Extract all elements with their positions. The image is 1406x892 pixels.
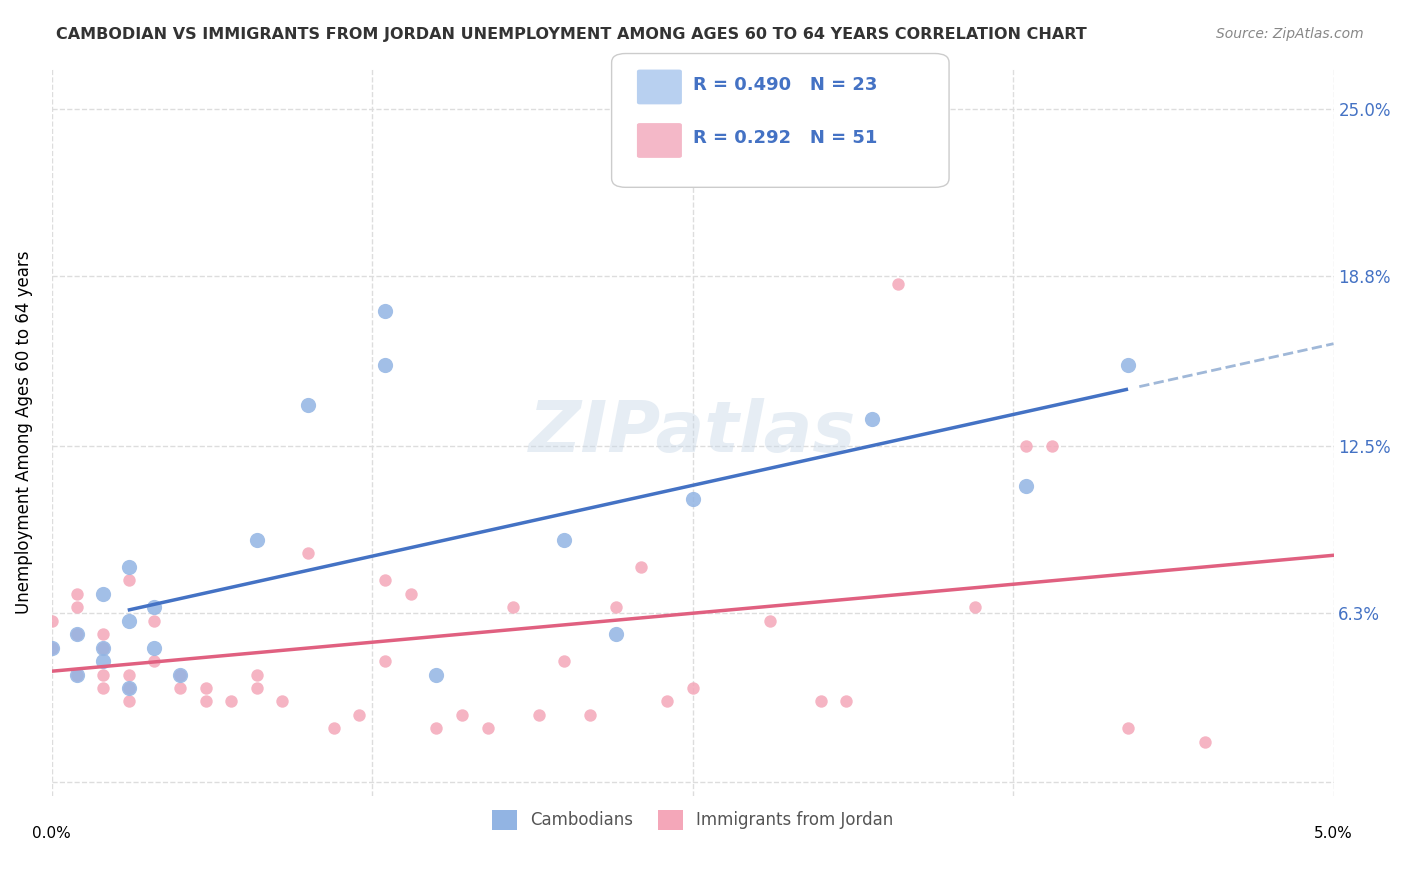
- Point: [91, 667, 114, 681]
- Point: [349, 708, 371, 723]
- Point: [169, 667, 191, 681]
- Point: [860, 411, 883, 425]
- Point: [605, 600, 627, 615]
- Point: [118, 681, 141, 695]
- Point: [425, 722, 447, 736]
- Point: [297, 398, 319, 412]
- Text: R = 0.292   N = 51: R = 0.292 N = 51: [693, 129, 877, 147]
- Point: [451, 708, 474, 723]
- Text: CAMBODIAN VS IMMIGRANTS FROM JORDAN UNEMPLOYMENT AMONG AGES 60 TO 64 YEARS CORRE: CAMBODIAN VS IMMIGRANTS FROM JORDAN UNEM…: [56, 27, 1087, 42]
- Point: [553, 533, 575, 547]
- Legend: Cambodians, Immigrants from Jordan: Cambodians, Immigrants from Jordan: [484, 801, 901, 838]
- Point: [1040, 439, 1063, 453]
- Point: [143, 654, 166, 668]
- Point: [118, 559, 141, 574]
- Text: R = 0.490   N = 23: R = 0.490 N = 23: [693, 76, 877, 94]
- Point: [655, 694, 678, 708]
- Text: ZIPatlas: ZIPatlas: [529, 398, 856, 467]
- Point: [41, 614, 63, 628]
- Point: [579, 708, 602, 723]
- Point: [682, 681, 704, 695]
- Point: [810, 694, 832, 708]
- Point: [886, 277, 908, 291]
- Text: 5.0%: 5.0%: [1315, 826, 1353, 841]
- Point: [66, 667, 89, 681]
- Point: [41, 640, 63, 655]
- Point: [374, 574, 396, 588]
- Text: Source: ZipAtlas.com: Source: ZipAtlas.com: [1216, 27, 1364, 41]
- Point: [527, 708, 550, 723]
- Point: [399, 587, 422, 601]
- Point: [66, 667, 89, 681]
- Point: [91, 587, 114, 601]
- Point: [91, 640, 114, 655]
- Point: [41, 640, 63, 655]
- Point: [425, 667, 447, 681]
- Point: [143, 614, 166, 628]
- Point: [169, 667, 191, 681]
- Point: [374, 358, 396, 372]
- Point: [118, 694, 141, 708]
- Point: [322, 722, 344, 736]
- Point: [66, 627, 89, 641]
- Point: [1194, 735, 1216, 749]
- Point: [553, 654, 575, 668]
- Point: [143, 640, 166, 655]
- Point: [91, 654, 114, 668]
- Point: [502, 600, 524, 615]
- Point: [374, 304, 396, 318]
- Point: [194, 681, 217, 695]
- Point: [246, 681, 269, 695]
- Point: [66, 587, 89, 601]
- Point: [66, 600, 89, 615]
- Point: [194, 694, 217, 708]
- Point: [835, 694, 858, 708]
- Point: [143, 600, 166, 615]
- Point: [246, 667, 269, 681]
- Point: [605, 627, 627, 641]
- Point: [169, 681, 191, 695]
- Y-axis label: Unemployment Among Ages 60 to 64 years: Unemployment Among Ages 60 to 64 years: [15, 251, 32, 614]
- Point: [91, 681, 114, 695]
- Point: [66, 627, 89, 641]
- Point: [118, 574, 141, 588]
- Text: 0.0%: 0.0%: [32, 826, 72, 841]
- Point: [246, 533, 269, 547]
- Point: [758, 614, 780, 628]
- Point: [374, 654, 396, 668]
- Point: [118, 667, 141, 681]
- Point: [1015, 439, 1038, 453]
- Point: [219, 694, 242, 708]
- Point: [1015, 479, 1038, 493]
- Point: [630, 559, 652, 574]
- Point: [118, 614, 141, 628]
- Point: [477, 722, 499, 736]
- Point: [118, 681, 141, 695]
- Point: [1118, 358, 1140, 372]
- Point: [91, 627, 114, 641]
- Point: [682, 492, 704, 507]
- Point: [91, 640, 114, 655]
- Point: [1118, 722, 1140, 736]
- Point: [271, 694, 294, 708]
- Point: [963, 600, 986, 615]
- Point: [297, 546, 319, 560]
- Point: [733, 128, 755, 143]
